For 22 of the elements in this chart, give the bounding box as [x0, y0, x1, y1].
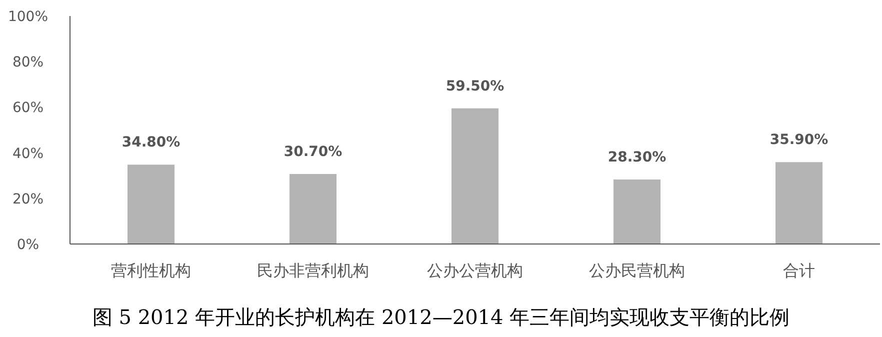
bar: [290, 174, 336, 244]
y-tick-label: 0%: [16, 237, 40, 253]
y-tick-label: 40%: [12, 146, 44, 162]
data-label: 34.80%: [122, 134, 180, 151]
bar: [776, 162, 822, 244]
y-tick-label: 80%: [12, 54, 44, 71]
x-tick-label: 营利性机构: [111, 261, 191, 280]
y-tick-label: 60%: [12, 100, 44, 116]
bar: [452, 108, 498, 244]
data-label: 30.70%: [284, 144, 342, 160]
y-tick-label: 100%: [8, 9, 48, 25]
bar: [614, 179, 660, 244]
y-tick-label: 20%: [12, 191, 44, 208]
data-label: 59.50%: [446, 78, 504, 94]
bar: [128, 164, 174, 244]
data-label: 35.90%: [770, 132, 828, 148]
x-tick-label: 民办非营利机构: [257, 261, 369, 280]
data-label: 28.30%: [608, 149, 666, 166]
x-tick-label: 合计: [783, 261, 815, 280]
text: 图 5 2012 年开业的长护机构在 2012—2014 年三年间均实现收支平衡的比例: [92, 305, 790, 329]
x-tick-label: 公办民营机构: [589, 261, 685, 280]
x-tick-label: 公办公营机构: [427, 261, 523, 280]
